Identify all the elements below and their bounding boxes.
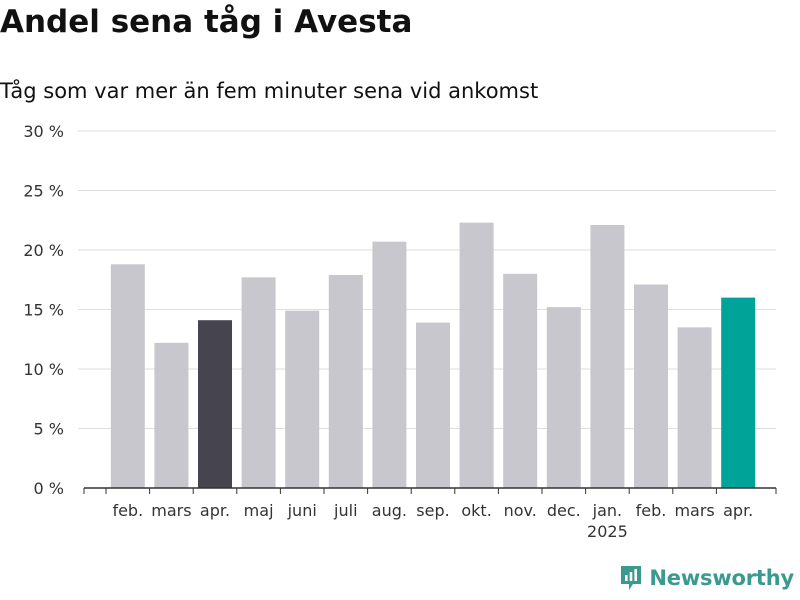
bar [416, 322, 450, 488]
x-tick-label: aug. [372, 501, 407, 520]
chart-subtitle: Tåg som var mer än fem minuter sena vid … [0, 79, 539, 103]
bar [677, 327, 712, 488]
x-tick-label: juli [333, 501, 357, 520]
bar [372, 241, 407, 488]
y-tick-labels: 0 % 5 % 10 % 15 % 20 % 25 % 30 % [23, 122, 64, 498]
bar [503, 273, 538, 488]
x-tick-label: maj [244, 501, 274, 520]
bar [459, 222, 494, 488]
chart-title: Andel sena tåg i Avesta [0, 4, 413, 40]
x-tick-label: apr. [723, 501, 753, 520]
x-tick-sublabel: 2025 [587, 522, 628, 541]
newsworthy-logo: Newsworthy [619, 564, 794, 592]
x-tick-label: feb. [636, 501, 667, 520]
bar [198, 320, 232, 488]
brand-name: Newsworthy [649, 566, 794, 590]
bar [634, 284, 668, 488]
x-tick-label: okt. [461, 501, 491, 520]
y-tick-label: 20 % [23, 241, 64, 260]
x-tick-label: juni [287, 501, 317, 520]
y-tick-label: 25 % [23, 182, 64, 201]
x-tick-label: sep. [416, 501, 449, 520]
y-tick-label: 0 % [34, 479, 64, 498]
y-tick-label: 5 % [34, 420, 64, 439]
x-tick-label: nov. [504, 501, 537, 520]
bar [546, 307, 581, 488]
y-tick-label: 10 % [23, 360, 64, 379]
y-tick-label: 30 % [23, 122, 64, 141]
bar [328, 274, 363, 488]
bar-chart: 0 % 5 % 10 % 15 % 20 % 25 % 30 % feb. mars apr. m… [23, 122, 777, 541]
newsworthy-logo-icon [621, 566, 642, 590]
bar [721, 297, 756, 488]
bar [241, 277, 276, 488]
x-tick-label: feb. [112, 501, 143, 520]
x-tick-label: mars [674, 501, 714, 520]
x-tick-label: dec. [547, 501, 581, 520]
x-tick-labels: feb. mars apr. maj juni juli aug. sep. okt. nov. d… [112, 501, 753, 541]
bar [285, 310, 320, 488]
y-tick-label: 15 % [23, 301, 64, 320]
bar [110, 264, 145, 488]
bar [154, 342, 189, 488]
x-tick-label: apr. [200, 501, 230, 520]
x-tick-label: mars [151, 501, 191, 520]
x-axis [83, 487, 777, 494]
bar [590, 225, 625, 488]
x-tick-label: jan. [592, 501, 622, 520]
bars [110, 222, 756, 488]
